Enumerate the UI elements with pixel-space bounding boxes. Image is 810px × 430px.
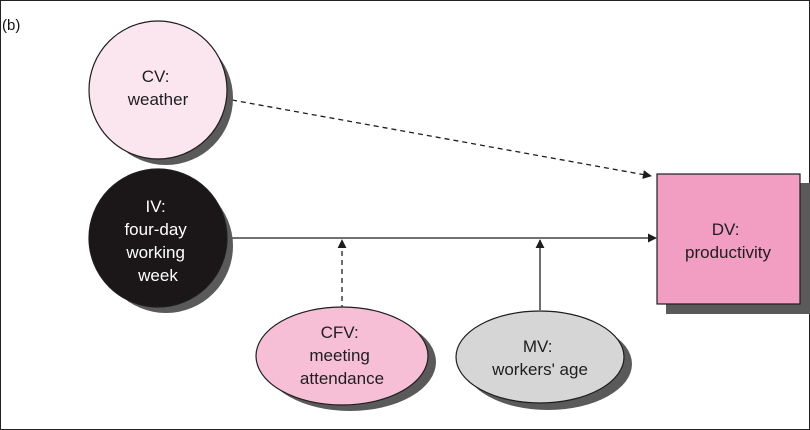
- node-cv-label: CV: weather: [127, 67, 189, 109]
- node-mv-shape: [455, 310, 625, 404]
- node-iv: IV: four-day working week: [88, 168, 233, 313]
- node-mv: MV: workers' age: [455, 310, 632, 410]
- node-dv-shape: [656, 173, 801, 305]
- panel-label: (b): [2, 17, 20, 34]
- node-mv-label: MV: workers' age: [491, 337, 588, 379]
- node-cv-shape: [88, 20, 228, 160]
- node-cfv: CFV: meeting attendance: [255, 306, 436, 411]
- edge-cv-to-dv: [231, 99, 652, 179]
- node-cfv-shape: [255, 306, 429, 406]
- node-cv: CV: weather: [88, 20, 233, 165]
- node-cfv-label: CFV: meeting attendance: [300, 323, 384, 388]
- node-dv-label: DV: productivity: [685, 220, 771, 262]
- node-dv: DV: productivity: [656, 173, 810, 314]
- node-iv-shape: [88, 168, 228, 308]
- node-iv-label: IV: four-day working week: [124, 197, 191, 285]
